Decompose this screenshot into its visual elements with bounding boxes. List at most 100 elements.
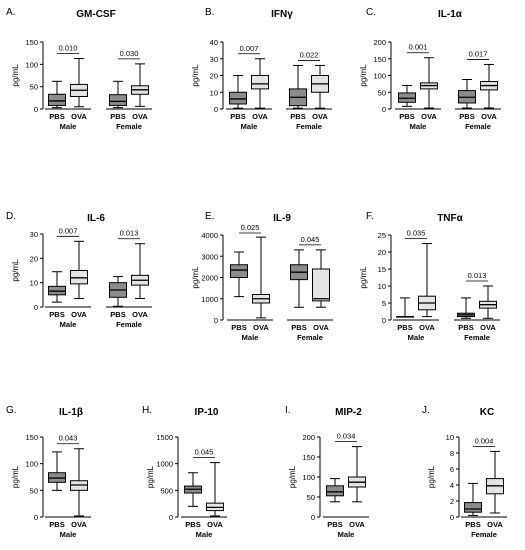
- x-tick-label: PBS: [231, 323, 246, 332]
- y-tick-label: 50: [30, 83, 38, 92]
- panel-title: IP-10: [195, 407, 219, 418]
- x-tick-label: PBS: [110, 310, 125, 319]
- panel-title: IL-1β: [59, 407, 83, 418]
- box-iqr: [230, 264, 248, 278]
- y-tick-label: 200: [302, 433, 315, 442]
- y-axis-label: pg/mL: [359, 266, 368, 289]
- p-value-label: 0.013: [468, 271, 487, 280]
- p-value-label: 0.001: [409, 43, 428, 52]
- panel-title: TNFα: [437, 213, 463, 224]
- box-pbs-female: [458, 79, 476, 109]
- panel-letter: D.: [6, 211, 16, 222]
- p-value-label: 0.045: [195, 448, 214, 457]
- panel-letter: H.: [142, 405, 152, 416]
- y-tick-label: 40: [210, 38, 218, 47]
- x-tick-label: OVA: [349, 520, 365, 529]
- group-label: Male: [242, 333, 259, 342]
- panel-title: GM-CSF: [76, 9, 115, 20]
- box-iqr: [109, 94, 127, 106]
- group-label: Male: [241, 122, 258, 131]
- panel-letter: G.: [6, 405, 17, 416]
- x-tick-label: OVA: [480, 323, 496, 332]
- y-tick-label: 4000: [201, 231, 218, 240]
- group-label: Male: [60, 320, 77, 329]
- y-axis-label: pg/mL: [191, 266, 200, 289]
- x-tick-label: OVA: [252, 112, 268, 121]
- panel-letter: B.: [205, 7, 214, 18]
- box-pbs-male: [230, 251, 248, 298]
- y-tick-label: 150: [373, 55, 386, 64]
- x-tick-label: OVA: [71, 310, 87, 319]
- y-tick-label: 100: [373, 72, 386, 81]
- box-pbs-female: [109, 80, 127, 109]
- box-pbs-male: [398, 85, 416, 107]
- y-tick-label: 0: [382, 316, 386, 325]
- y-axis-label: pg/mL: [427, 465, 436, 488]
- x-tick-label: OVA: [132, 310, 148, 319]
- y-tick-label: 20: [210, 72, 218, 81]
- y-tick-label: 10: [378, 282, 386, 291]
- x-tick-label: OVA: [419, 323, 435, 332]
- box-ova-male: [206, 462, 224, 517]
- box-ova-female: [131, 63, 149, 107]
- y-tick-label: 4: [450, 481, 454, 490]
- box-ova-female: [311, 64, 329, 109]
- y-tick-label: 5: [382, 299, 386, 308]
- box-ova-male: [70, 240, 88, 299]
- y-tick-label: 500: [160, 486, 173, 495]
- y-tick-label: 0: [169, 513, 173, 522]
- y-tick-label: 0: [34, 303, 38, 312]
- x-tick-label: PBS: [49, 112, 64, 121]
- group-label: Female: [297, 333, 323, 342]
- y-tick-label: 10: [210, 88, 218, 97]
- panel-title: IL-9: [273, 213, 291, 224]
- box-iqr: [312, 268, 330, 302]
- panel-letter: J.: [422, 405, 430, 416]
- box-iqr: [229, 91, 247, 105]
- box-pbs-male: [229, 75, 247, 109]
- y-tick-label: 1000: [201, 295, 218, 304]
- group-label: Female: [471, 530, 497, 539]
- x-tick-label: OVA: [71, 112, 87, 121]
- x-tick-label: PBS: [399, 112, 414, 121]
- p-value-label: 0.017: [469, 49, 488, 58]
- box-pbs-male: [48, 271, 66, 303]
- x-tick-label: PBS: [49, 520, 64, 529]
- y-axis-label: pg/mL: [359, 64, 368, 87]
- p-value-label: 0.034: [337, 432, 356, 441]
- y-tick-label: 3000: [201, 252, 218, 261]
- y-tick-label: 100: [25, 60, 38, 69]
- panel-title: KC: [480, 407, 494, 418]
- y-tick-label: 2000: [201, 274, 218, 283]
- box-pbs-female: [290, 249, 308, 308]
- panel-letter: C.: [366, 7, 376, 18]
- x-tick-label: PBS: [185, 520, 200, 529]
- x-tick-label: PBS: [397, 323, 412, 332]
- y-tick-label: 0: [34, 105, 38, 114]
- box-ova-male: [418, 243, 436, 318]
- p-value-label: 0.022: [300, 50, 319, 59]
- box-pbs-male: [326, 478, 344, 503]
- group-label: Male: [338, 530, 355, 539]
- y-tick-label: 0: [311, 513, 315, 522]
- box-pbs-female: [457, 297, 475, 319]
- y-tick-label: 200: [373, 38, 386, 47]
- y-tick-label: 15: [378, 265, 386, 274]
- y-tick-label: 150: [25, 433, 38, 442]
- x-tick-label: OVA: [312, 112, 328, 121]
- p-value-label: 0.025: [241, 223, 260, 232]
- panel-letter: F.: [366, 211, 374, 222]
- box-ova-male: [252, 236, 270, 319]
- y-tick-label: 10: [446, 433, 454, 442]
- x-tick-label: PBS: [291, 323, 306, 332]
- group-label: Male: [196, 530, 213, 539]
- y-tick-label: 50: [378, 88, 386, 97]
- box-ova-male: [251, 58, 269, 109]
- x-tick-label: PBS: [49, 310, 64, 319]
- box-pbs-female: [289, 64, 307, 109]
